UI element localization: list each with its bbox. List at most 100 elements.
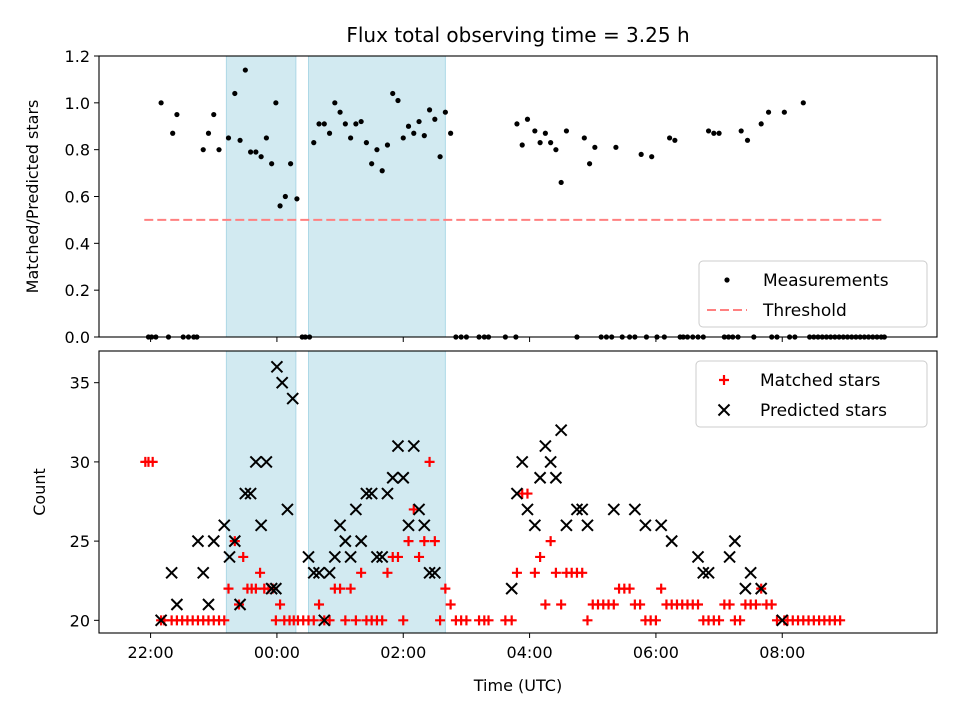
data-point bbox=[408, 504, 419, 515]
data-point bbox=[332, 100, 338, 106]
data-point bbox=[442, 109, 448, 115]
y-tick-label: 30 bbox=[70, 453, 90, 472]
data-point bbox=[191, 534, 205, 548]
data-point bbox=[269, 582, 283, 595]
data-point bbox=[281, 503, 294, 516]
data-point bbox=[324, 615, 335, 626]
data-point bbox=[650, 615, 661, 626]
data-point bbox=[765, 109, 772, 115]
data-point bbox=[533, 471, 547, 484]
data-point bbox=[548, 140, 554, 146]
data-point bbox=[540, 599, 551, 610]
data-point bbox=[758, 121, 764, 127]
data-point bbox=[307, 566, 320, 580]
data-point bbox=[356, 567, 367, 578]
chart-title: Flux total observing time = 3.25 h bbox=[346, 23, 689, 47]
data-point bbox=[522, 488, 533, 499]
data-point bbox=[635, 599, 646, 610]
data-point bbox=[379, 168, 385, 174]
data-point bbox=[265, 582, 278, 595]
data-point bbox=[435, 615, 446, 626]
data-point bbox=[302, 550, 315, 564]
data-point bbox=[363, 140, 370, 146]
data-point bbox=[333, 519, 347, 532]
data-point bbox=[581, 135, 587, 141]
data-point bbox=[369, 161, 375, 167]
data-point bbox=[744, 566, 757, 580]
data-point bbox=[728, 534, 742, 548]
data-point bbox=[273, 100, 279, 106]
y-tick-label: 20 bbox=[70, 611, 90, 630]
data-point bbox=[411, 130, 417, 136]
data-point bbox=[613, 144, 619, 150]
data-point bbox=[608, 599, 619, 610]
series-predicted-stars bbox=[154, 360, 789, 627]
data-point bbox=[665, 534, 678, 548]
data-point bbox=[638, 151, 644, 157]
data-point bbox=[800, 100, 806, 106]
data-point bbox=[537, 140, 543, 146]
data-point bbox=[656, 583, 667, 594]
y-tick-label: 0.4 bbox=[65, 234, 90, 253]
data-point bbox=[448, 130, 454, 136]
data-point bbox=[432, 116, 438, 122]
legend-box bbox=[695, 360, 928, 428]
data-point bbox=[233, 598, 247, 611]
top-panel: 0.0 0.2 0.4 0.6 0.8 1.0 1.2 Matched/Predicted s… bbox=[23, 47, 938, 347]
data-point bbox=[586, 161, 593, 167]
data-point bbox=[666, 135, 673, 141]
data-point bbox=[158, 100, 164, 106]
data-point bbox=[395, 97, 401, 104]
data-point bbox=[170, 598, 184, 611]
data-point bbox=[529, 567, 540, 578]
data-point bbox=[400, 135, 406, 141]
data-point bbox=[365, 487, 378, 500]
data-point bbox=[649, 154, 655, 160]
data-point bbox=[165, 566, 178, 580]
y-tick-label: 0.6 bbox=[65, 188, 90, 207]
data-point bbox=[321, 121, 327, 127]
data-point bbox=[323, 566, 336, 580]
data-point bbox=[253, 149, 259, 155]
data-point bbox=[344, 550, 357, 564]
data-point bbox=[197, 566, 210, 580]
x-axis-label: Time (UTC) bbox=[473, 676, 562, 695]
data-point bbox=[607, 503, 621, 516]
data-point bbox=[639, 519, 652, 532]
data-point bbox=[340, 615, 351, 626]
y-axis-label: Count bbox=[30, 468, 49, 516]
data-point bbox=[754, 582, 768, 595]
data-point bbox=[582, 615, 593, 626]
data-point bbox=[211, 111, 217, 118]
data-point bbox=[275, 376, 289, 389]
data-point bbox=[418, 519, 431, 532]
data-point bbox=[506, 615, 517, 626]
data-point bbox=[556, 599, 567, 610]
data-point bbox=[328, 550, 342, 564]
data-point bbox=[735, 615, 746, 626]
data-point bbox=[205, 130, 212, 136]
data-point bbox=[429, 536, 440, 547]
data-point bbox=[440, 583, 451, 594]
data-point bbox=[390, 90, 396, 97]
data-point bbox=[314, 599, 325, 610]
y-tick-label: 1.2 bbox=[65, 47, 90, 66]
x-tick-label: 00:00 bbox=[254, 643, 300, 662]
legend: Measurements Threshold bbox=[698, 260, 928, 328]
x-tick-label: 22:00 bbox=[128, 643, 174, 662]
data-point bbox=[218, 519, 231, 532]
data-point bbox=[505, 582, 518, 595]
y-tick-label: 1.0 bbox=[65, 94, 90, 113]
legend-label: Predicted stars bbox=[760, 401, 887, 421]
data-point bbox=[348, 135, 354, 141]
data-point bbox=[702, 566, 715, 580]
data-point bbox=[311, 140, 317, 146]
data-point bbox=[654, 519, 668, 532]
data-point bbox=[270, 360, 284, 374]
data-point bbox=[219, 615, 230, 626]
data-point bbox=[716, 130, 722, 136]
data-point bbox=[693, 599, 704, 610]
legend-swatch bbox=[717, 403, 731, 417]
data-point bbox=[375, 550, 389, 564]
data-point bbox=[426, 107, 433, 113]
